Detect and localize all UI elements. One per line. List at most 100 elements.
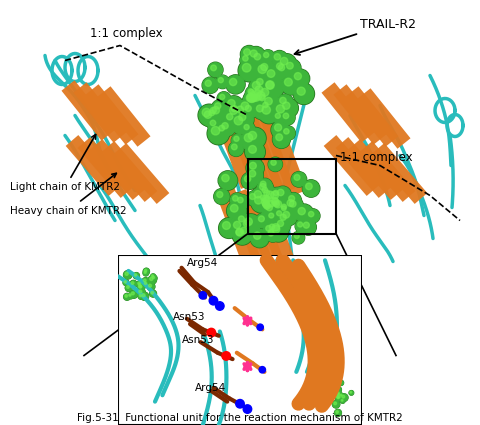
Circle shape bbox=[273, 130, 290, 148]
Circle shape bbox=[244, 91, 264, 110]
Circle shape bbox=[261, 200, 277, 216]
Circle shape bbox=[258, 193, 271, 206]
Circle shape bbox=[332, 392, 338, 398]
Circle shape bbox=[264, 196, 271, 203]
Circle shape bbox=[249, 170, 256, 177]
Circle shape bbox=[147, 283, 155, 290]
Circle shape bbox=[335, 410, 341, 416]
Circle shape bbox=[331, 386, 334, 388]
Circle shape bbox=[229, 78, 237, 86]
Circle shape bbox=[239, 113, 246, 121]
Circle shape bbox=[219, 125, 225, 131]
Circle shape bbox=[335, 387, 341, 393]
Circle shape bbox=[137, 284, 144, 290]
Circle shape bbox=[199, 105, 219, 125]
Circle shape bbox=[291, 70, 309, 87]
Circle shape bbox=[258, 102, 280, 124]
Circle shape bbox=[283, 211, 289, 218]
Circle shape bbox=[250, 50, 257, 57]
Circle shape bbox=[280, 97, 286, 104]
Circle shape bbox=[332, 393, 337, 398]
Circle shape bbox=[238, 197, 243, 203]
Circle shape bbox=[331, 387, 337, 394]
Circle shape bbox=[206, 108, 221, 122]
Circle shape bbox=[207, 328, 216, 337]
Circle shape bbox=[267, 211, 279, 223]
Circle shape bbox=[232, 134, 244, 147]
Circle shape bbox=[249, 145, 256, 153]
Circle shape bbox=[246, 142, 264, 162]
Circle shape bbox=[235, 195, 249, 209]
Circle shape bbox=[215, 189, 229, 204]
Circle shape bbox=[255, 213, 271, 229]
Circle shape bbox=[260, 185, 274, 198]
Circle shape bbox=[269, 220, 288, 239]
Circle shape bbox=[273, 111, 286, 124]
Circle shape bbox=[253, 94, 260, 101]
Circle shape bbox=[261, 199, 273, 212]
Circle shape bbox=[203, 78, 218, 93]
Circle shape bbox=[272, 121, 289, 139]
Circle shape bbox=[202, 108, 219, 126]
Circle shape bbox=[256, 105, 264, 112]
Circle shape bbox=[231, 105, 237, 111]
Circle shape bbox=[260, 199, 273, 212]
Circle shape bbox=[255, 86, 263, 94]
Circle shape bbox=[258, 65, 266, 74]
Circle shape bbox=[296, 220, 308, 232]
Circle shape bbox=[229, 106, 238, 114]
Circle shape bbox=[341, 399, 345, 403]
Circle shape bbox=[216, 122, 231, 138]
Circle shape bbox=[231, 144, 237, 150]
Circle shape bbox=[232, 224, 252, 245]
Circle shape bbox=[301, 220, 316, 235]
Circle shape bbox=[130, 290, 138, 298]
Circle shape bbox=[248, 89, 253, 94]
Circle shape bbox=[143, 268, 149, 275]
Circle shape bbox=[266, 229, 279, 241]
Circle shape bbox=[209, 104, 228, 122]
Circle shape bbox=[337, 394, 340, 396]
Circle shape bbox=[339, 394, 344, 398]
Circle shape bbox=[267, 222, 280, 235]
Circle shape bbox=[309, 211, 314, 217]
Circle shape bbox=[236, 229, 242, 235]
Circle shape bbox=[283, 102, 290, 109]
Circle shape bbox=[231, 218, 248, 236]
Circle shape bbox=[208, 62, 223, 77]
Circle shape bbox=[274, 201, 279, 207]
Text: Fig.5-31  Functional unit for the reaction mechanism of KMTR2: Fig.5-31 Functional unit for the reactio… bbox=[77, 413, 403, 423]
Circle shape bbox=[228, 99, 235, 107]
Circle shape bbox=[256, 92, 272, 107]
Circle shape bbox=[295, 234, 299, 238]
Circle shape bbox=[268, 230, 274, 235]
Circle shape bbox=[268, 157, 282, 171]
Circle shape bbox=[275, 61, 292, 78]
Circle shape bbox=[229, 142, 243, 156]
Circle shape bbox=[142, 278, 149, 285]
Circle shape bbox=[266, 226, 272, 231]
Circle shape bbox=[284, 129, 289, 134]
Circle shape bbox=[224, 110, 240, 127]
Circle shape bbox=[240, 45, 258, 63]
Circle shape bbox=[249, 92, 256, 98]
Circle shape bbox=[150, 290, 156, 297]
Circle shape bbox=[285, 197, 301, 213]
Circle shape bbox=[277, 220, 284, 227]
Circle shape bbox=[251, 187, 270, 207]
Circle shape bbox=[323, 397, 327, 402]
Circle shape bbox=[274, 208, 288, 221]
Circle shape bbox=[205, 80, 211, 86]
Circle shape bbox=[144, 282, 147, 284]
Circle shape bbox=[260, 181, 266, 187]
Circle shape bbox=[204, 111, 212, 118]
Circle shape bbox=[250, 91, 264, 105]
Circle shape bbox=[208, 103, 228, 122]
Circle shape bbox=[228, 141, 244, 156]
Circle shape bbox=[291, 69, 310, 88]
Circle shape bbox=[275, 218, 290, 233]
Circle shape bbox=[230, 193, 244, 207]
Circle shape bbox=[339, 381, 341, 383]
Circle shape bbox=[201, 108, 220, 127]
Circle shape bbox=[139, 285, 141, 288]
